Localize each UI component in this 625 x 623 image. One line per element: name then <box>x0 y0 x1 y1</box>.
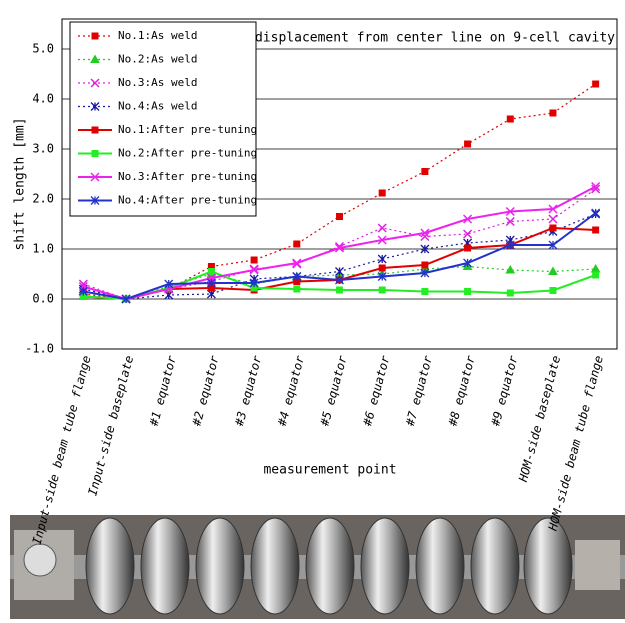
marker <box>420 228 430 238</box>
marker <box>334 243 345 253</box>
legend-marker <box>90 78 100 88</box>
x-axis-label: measurement point <box>263 463 396 478</box>
marker <box>506 289 514 297</box>
marker <box>464 288 472 295</box>
legend-marker <box>91 126 99 134</box>
marker <box>549 224 557 232</box>
x-tick-label: #7 equator <box>403 353 436 428</box>
x-tick-label: #1 equator <box>147 353 180 428</box>
marker <box>78 287 88 296</box>
marker <box>463 214 473 224</box>
marker <box>421 168 429 175</box>
marker <box>336 286 343 294</box>
marker <box>377 235 387 245</box>
legend-label: No.4:After pre-tuning <box>118 194 257 207</box>
marker <box>293 240 301 248</box>
x-tick-label: #8 equator <box>445 353 478 428</box>
legend-label: No.2:After pre-tuning <box>118 147 257 160</box>
x-tick-label: #9 equator <box>488 353 521 428</box>
marker <box>548 214 558 224</box>
x-tick-label: #6 equator <box>360 353 393 428</box>
marker <box>464 244 472 252</box>
marker <box>548 204 558 214</box>
x-tick-label: #2 equator <box>189 353 222 428</box>
legend-box <box>69 21 257 217</box>
marker <box>505 206 515 217</box>
marker <box>463 258 473 268</box>
legend-marker <box>91 32 99 40</box>
y-tick-label: 0.0 <box>32 292 54 306</box>
marker <box>335 275 344 285</box>
x-tick-label: HOM-side baseplate <box>516 354 563 484</box>
cavity-photo <box>10 515 625 619</box>
legend-label: No.3:After pre-tuning <box>118 170 257 183</box>
marker <box>591 208 601 218</box>
marker <box>506 115 514 123</box>
marker <box>250 256 258 264</box>
marker <box>592 226 600 234</box>
marker <box>121 294 131 304</box>
series <box>78 208 601 304</box>
legend-label: No.4:As weld <box>118 100 197 113</box>
marker <box>505 216 515 227</box>
marker <box>335 267 344 276</box>
legend-marker <box>90 102 100 111</box>
marker <box>378 189 386 197</box>
series-line <box>83 212 597 301</box>
y-tick-label: 5.0 <box>32 42 54 56</box>
marker <box>164 279 174 289</box>
legend-marker <box>91 150 99 157</box>
marker <box>463 229 473 239</box>
marker <box>377 272 387 281</box>
legend-label: No.1:After pre-tuning <box>118 123 257 136</box>
marker <box>505 264 516 274</box>
x-tick-label: #4 equator <box>275 353 308 428</box>
y-tick-label: -1.0 <box>25 342 54 356</box>
marker <box>378 286 386 294</box>
marker <box>336 213 343 220</box>
marker <box>420 268 430 278</box>
y-tick-label: 1.0 <box>32 242 54 256</box>
y-tick-label: 4.0 <box>32 92 54 106</box>
marker <box>292 272 302 281</box>
marker <box>591 181 601 192</box>
legend-label: No.2:As weld <box>118 53 197 66</box>
x-tick-label: #5 equator <box>317 353 350 428</box>
marker <box>591 184 601 194</box>
marker <box>249 278 259 288</box>
marker <box>549 109 557 117</box>
marker <box>421 288 429 295</box>
legend-marker <box>90 196 100 205</box>
marker <box>548 240 558 250</box>
marker <box>590 263 601 273</box>
marker <box>378 264 386 272</box>
marker <box>549 287 557 294</box>
y-axis-label: shift length [mm] <box>13 117 28 250</box>
marker <box>207 268 215 275</box>
marker <box>592 271 600 279</box>
marker <box>421 261 429 269</box>
marker <box>292 258 302 268</box>
chart-title: displacement from center line on 9-cell … <box>255 31 615 46</box>
legend-marker <box>90 54 100 63</box>
legend-label: No.3:As weld <box>118 76 197 89</box>
marker <box>420 244 430 254</box>
marker <box>548 266 558 275</box>
marker <box>293 285 301 293</box>
marker <box>206 278 216 288</box>
marker <box>505 240 515 250</box>
marker <box>249 265 259 275</box>
x-tick-label: Input-side baseplate <box>85 354 136 497</box>
x-tick-label: #3 equator <box>232 353 265 428</box>
legend-marker <box>90 172 100 182</box>
marker <box>464 140 472 148</box>
y-tick-label: 2.0 <box>32 192 54 206</box>
marker <box>377 254 387 264</box>
legend-label: No.1:As weld <box>118 29 197 42</box>
legend: No.1:As weld No.2:As weld No.3:As weld No.4… <box>69 21 257 217</box>
y-tick-label: 3.0 <box>32 142 54 156</box>
marker <box>377 223 387 233</box>
marker <box>592 80 600 88</box>
